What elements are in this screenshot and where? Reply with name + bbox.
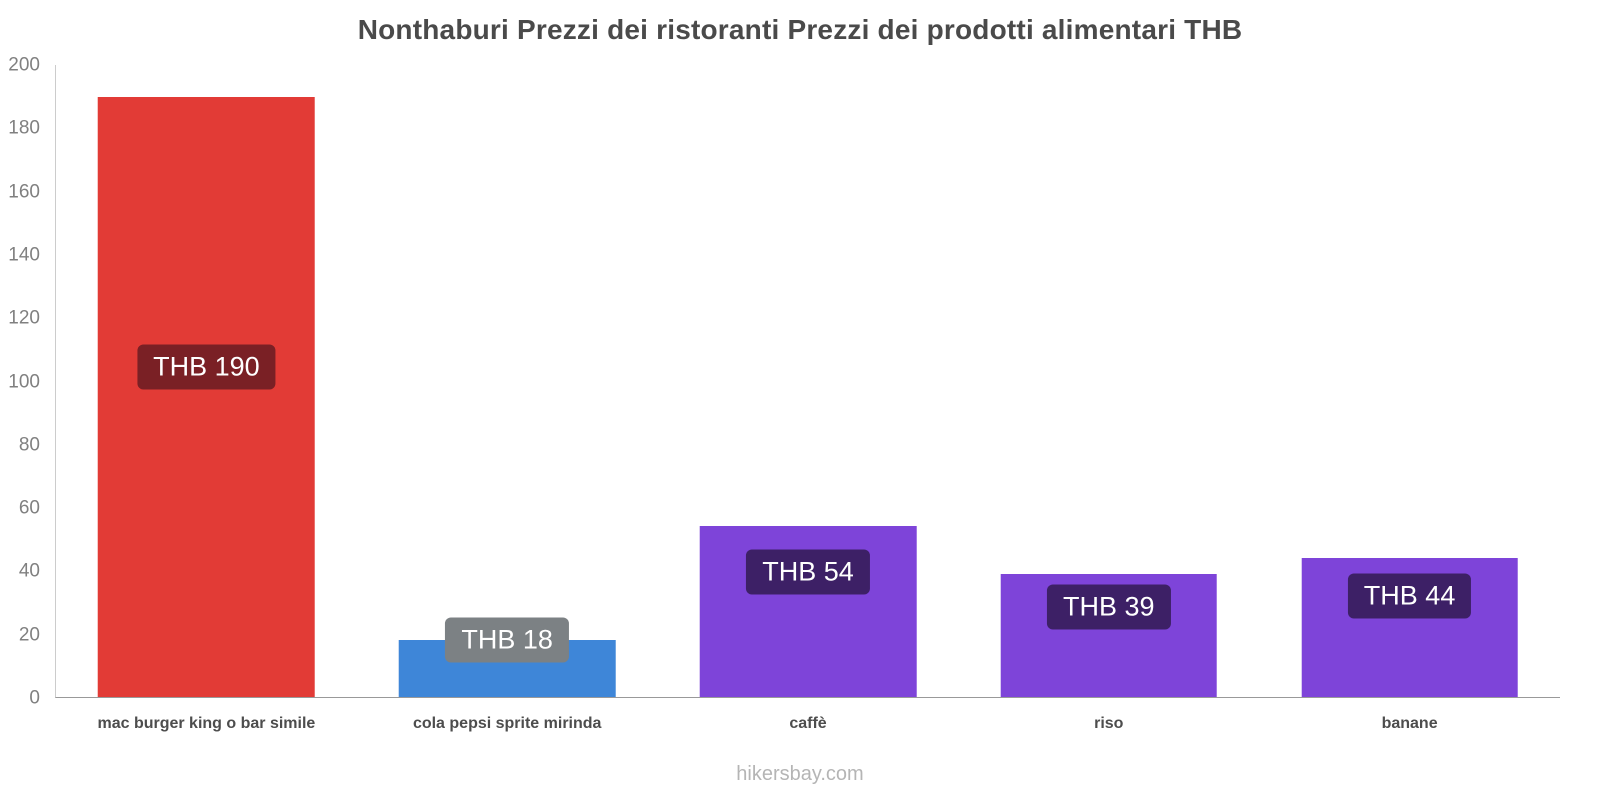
value-badge: THB 44: [1347, 572, 1472, 619]
bar-1: THB 190: [98, 96, 315, 697]
bar-5: THB 44: [1301, 557, 1518, 697]
y-tick-label: 60: [18, 497, 40, 519]
footer-watermark: hikersbay.com: [736, 763, 864, 785]
y-tick-label: 80: [18, 434, 40, 456]
y-axis: 0 20 40 60 80 100 120 140 160 180 200: [0, 56, 46, 708]
bar-4: THB 39: [1000, 573, 1218, 697]
bar-group: THB 44 banane: [1259, 65, 1560, 732]
plot-area: THB 190 mac burger king o bar simile THB 1…: [55, 65, 1560, 732]
chart-title: Nonthaburi Prezzi dei ristoranti Prezzi …: [357, 14, 1243, 45]
value-badge: THB 190: [137, 344, 276, 390]
category-label: riso: [1094, 715, 1124, 732]
y-tick-label: 140: [8, 244, 40, 266]
y-tick-label: 180: [8, 117, 40, 139]
bar-group: THB 18 cola pepsi sprite mirinda: [357, 65, 658, 732]
value-badge: THB 39: [1047, 584, 1171, 630]
y-tick-label: 120: [8, 307, 40, 329]
bar-group: THB 39 riso: [958, 65, 1259, 732]
y-tick-label: 200: [8, 54, 40, 76]
bar-group: THB 190 mac burger king o bar simile: [56, 65, 357, 732]
category-label: cola pepsi sprite mirinda: [412, 715, 602, 732]
y-tick-label: 100: [8, 371, 40, 392]
y-tick-label: 0: [29, 687, 40, 709]
bar-2: THB 18: [398, 617, 616, 697]
category-label: caffè: [789, 715, 827, 732]
category-label: mac burger king o bar simile: [97, 715, 316, 732]
category-label: banane: [1381, 715, 1438, 732]
y-tick-label: 160: [8, 181, 40, 203]
value-badge: THB 54: [746, 549, 870, 595]
bar-group: THB 54 caffè: [658, 65, 959, 732]
y-tick-label: 40: [18, 560, 40, 582]
bar-3: THB 54: [699, 526, 917, 697]
y-tick-label: 20: [18, 624, 40, 646]
value-badge: THB 18: [445, 617, 569, 663]
